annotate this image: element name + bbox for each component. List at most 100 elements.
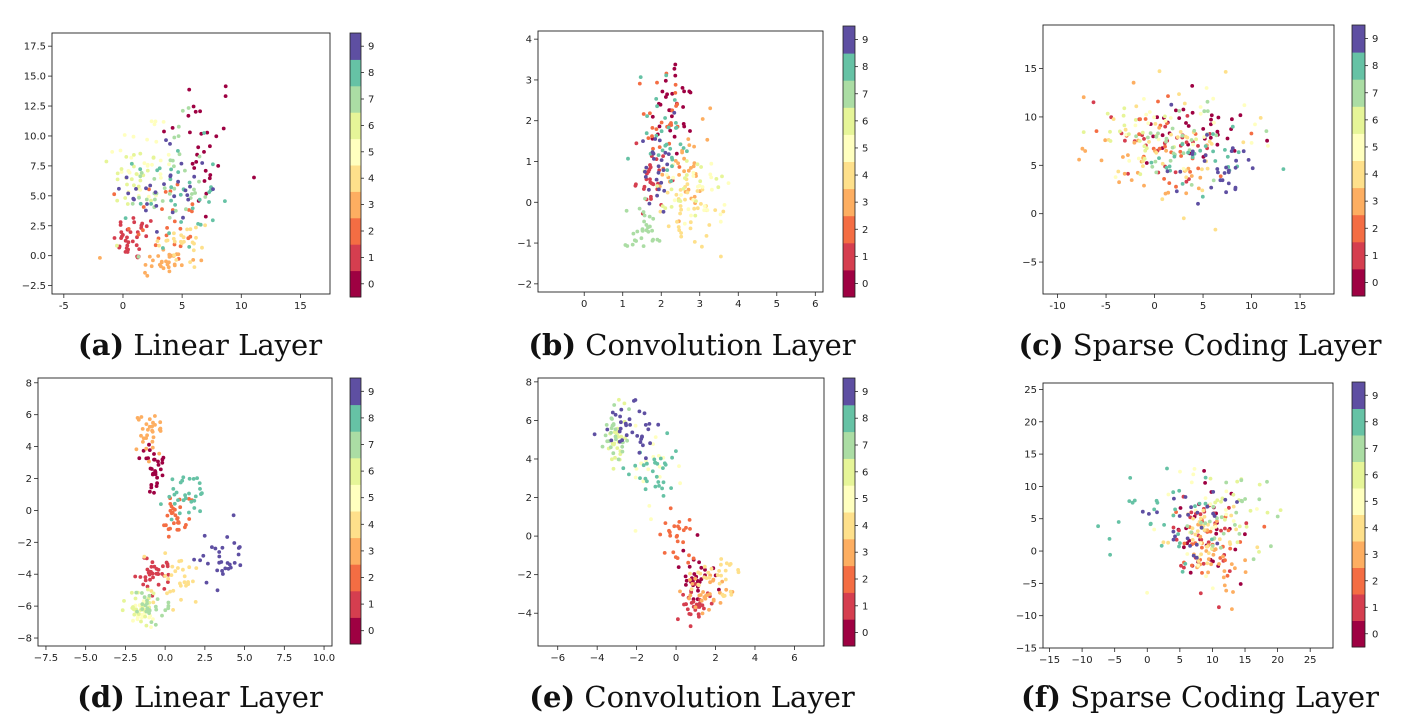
point-class-2 bbox=[178, 244, 183, 249]
point-class-1 bbox=[1177, 528, 1181, 533]
colorbar-e: 0 1 2 3 4 5 6 7 8 9 bbox=[842, 377, 868, 647]
point-class-0 bbox=[1265, 138, 1269, 143]
point-class-6 bbox=[139, 619, 143, 624]
caption-e: (e) Convolution Layer bbox=[529, 680, 855, 714]
point-class-4 bbox=[171, 236, 176, 241]
point-class-7 bbox=[1180, 133, 1185, 138]
point-class-4 bbox=[190, 240, 195, 245]
point-class-2 bbox=[1249, 131, 1254, 136]
point-class-3 bbox=[702, 595, 707, 600]
point-class-2 bbox=[658, 532, 663, 537]
point-class-4 bbox=[185, 227, 190, 232]
point-class-1 bbox=[1198, 512, 1203, 517]
point-class-1 bbox=[1227, 569, 1232, 573]
point-class-8 bbox=[1148, 522, 1153, 527]
point-class-3 bbox=[694, 174, 698, 178]
point-class-7 bbox=[136, 254, 141, 259]
point-class-4 bbox=[1223, 70, 1228, 74]
colorbar-label: 7 bbox=[368, 95, 374, 106]
x-tick-label: −7.5 bbox=[34, 653, 58, 664]
point-class-9 bbox=[1202, 159, 1207, 163]
point-class-9 bbox=[223, 566, 228, 571]
point-class-4 bbox=[181, 567, 185, 572]
y-tick-label: −6 bbox=[17, 602, 32, 613]
colorbar-label: 2 bbox=[1372, 224, 1378, 235]
point-class-2 bbox=[187, 517, 192, 521]
point-class-5 bbox=[682, 221, 687, 226]
point-class-1 bbox=[693, 608, 698, 612]
point-class-1 bbox=[1163, 124, 1168, 129]
point-class-0 bbox=[1160, 133, 1165, 138]
x-tick-label: 2 bbox=[712, 653, 718, 664]
point-class-5 bbox=[110, 150, 115, 154]
panel-f: −15 −10 −5 0 5 10 15 20 25 −15 −10 −5 0 5 10 15 20 25 bbox=[1016, 382, 1334, 666]
point-class-9 bbox=[657, 138, 662, 143]
point-class-1 bbox=[149, 564, 154, 569]
point-class-3 bbox=[134, 447, 139, 452]
point-class-9 bbox=[644, 165, 649, 170]
point-class-9 bbox=[144, 208, 148, 213]
point-class-6 bbox=[1220, 496, 1225, 501]
point-class-8 bbox=[1159, 543, 1164, 548]
point-class-4 bbox=[200, 245, 204, 250]
point-class-2 bbox=[681, 528, 686, 533]
colorbar-swatch bbox=[350, 431, 361, 459]
point-class-9 bbox=[1165, 169, 1170, 174]
point-class-2 bbox=[147, 187, 151, 192]
x-tick-label: 1 bbox=[620, 299, 626, 310]
point-class-8 bbox=[176, 170, 181, 175]
point-class-2 bbox=[166, 527, 171, 532]
point-class-5 bbox=[167, 162, 171, 167]
point-class-8 bbox=[192, 506, 197, 510]
point-class-7 bbox=[611, 451, 616, 456]
point-class-8 bbox=[1203, 501, 1208, 506]
point-class-9 bbox=[237, 545, 242, 549]
point-class-0 bbox=[1202, 469, 1206, 473]
y-tick-label: 1 bbox=[526, 157, 532, 168]
point-class-9 bbox=[652, 157, 656, 161]
point-class-0 bbox=[192, 166, 197, 170]
y-tick-label: −1 bbox=[517, 239, 532, 250]
point-class-0 bbox=[1144, 161, 1149, 165]
point-class-8 bbox=[181, 475, 186, 480]
point-class-3 bbox=[1103, 138, 1108, 143]
point-class-1 bbox=[1196, 144, 1200, 148]
point-class-0 bbox=[1186, 124, 1191, 128]
y-tick-label: 17.5 bbox=[24, 42, 46, 53]
colorbar-swatch bbox=[843, 134, 855, 162]
point-class-1 bbox=[1206, 540, 1211, 545]
point-class-5 bbox=[1242, 103, 1247, 108]
point-class-7 bbox=[149, 620, 154, 624]
point-class-4 bbox=[171, 608, 176, 612]
point-class-7 bbox=[1210, 543, 1215, 548]
point-class-4 bbox=[717, 581, 722, 586]
point-class-1 bbox=[1244, 521, 1249, 526]
point-class-3 bbox=[1080, 146, 1085, 151]
point-class-2 bbox=[163, 190, 168, 194]
point-class-5 bbox=[1192, 467, 1197, 471]
colorbar-label: 4 bbox=[1372, 170, 1378, 181]
point-class-7 bbox=[1221, 531, 1226, 536]
colorbar-swatch bbox=[843, 619, 855, 647]
point-class-8 bbox=[1177, 488, 1182, 493]
point-class-7 bbox=[605, 439, 610, 444]
point-class-8 bbox=[169, 167, 174, 172]
colorbar-label: 3 bbox=[1372, 550, 1378, 561]
point-class-7 bbox=[1203, 521, 1208, 526]
point-class-5 bbox=[1198, 541, 1203, 545]
point-class-4 bbox=[729, 592, 734, 597]
point-class-5 bbox=[158, 158, 163, 163]
point-class-4 bbox=[695, 189, 700, 193]
point-class-5 bbox=[646, 467, 651, 472]
colorbar-swatch bbox=[1352, 241, 1365, 270]
colorbar-swatch bbox=[1352, 461, 1365, 489]
point-class-2 bbox=[172, 242, 177, 247]
point-class-0 bbox=[681, 105, 685, 109]
point-class-5 bbox=[1168, 116, 1173, 120]
point-class-7 bbox=[142, 595, 147, 600]
point-class-9 bbox=[1230, 146, 1235, 151]
point-class-9 bbox=[624, 433, 629, 438]
point-class-4 bbox=[709, 566, 714, 571]
point-class-5 bbox=[135, 617, 140, 622]
point-class-4 bbox=[168, 589, 173, 594]
